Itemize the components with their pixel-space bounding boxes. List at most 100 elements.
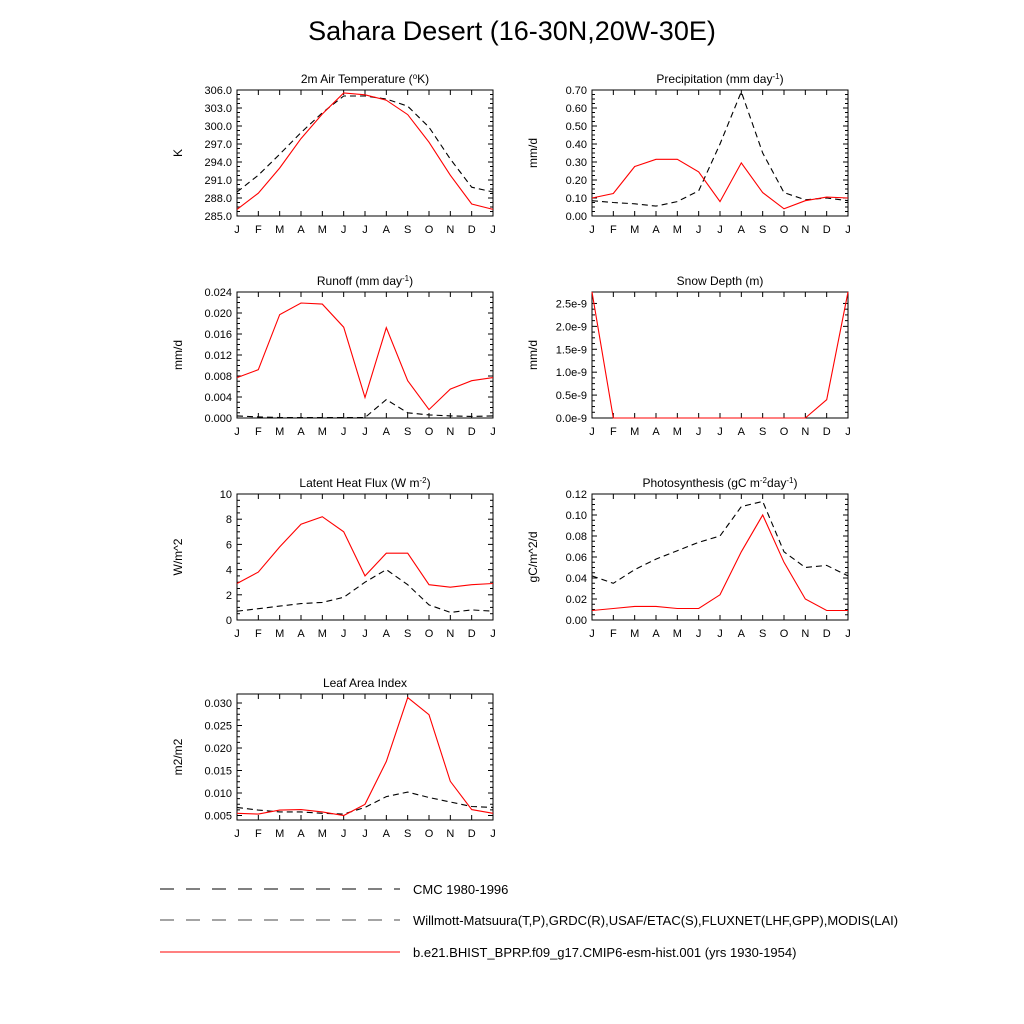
y-tick-label: 6 — [226, 539, 232, 551]
chart-panel: 2m Air Temperature (oK)J F M A M J J A S O N D J285.… — [171, 72, 496, 237]
y-tick-label: 0.30 — [566, 157, 587, 169]
model-series-line — [591, 291, 849, 419]
y-tick-label: 0.024 — [204, 287, 232, 299]
x-tick-label: M — [275, 628, 284, 640]
y-tick-label: 288.0 — [204, 193, 232, 205]
model-series-line — [236, 302, 494, 411]
panel-title: Photosynthesis (gC m-2day-1) — [643, 476, 798, 491]
x-tick-label: F — [610, 628, 617, 640]
y-tick-label: 0.00 — [566, 211, 587, 223]
legend-label: Willmott-Matsuura(T,P),GRDC(R),USAF/ETAC… — [413, 913, 898, 928]
x-tick-label: D — [468, 828, 476, 840]
panel-title: 2m Air Temperature (oK) — [301, 72, 429, 87]
y-tick-label: 0.10 — [566, 193, 587, 205]
x-tick-label: M — [630, 628, 639, 640]
y-tick-label: 0.012 — [204, 350, 232, 362]
y-tick-label: 0.010 — [204, 788, 232, 800]
x-tick-label: J — [845, 426, 851, 438]
y-axis-label: K — [171, 149, 185, 157]
x-tick-label: F — [255, 426, 262, 438]
x-tick-label: A — [738, 628, 746, 640]
x-tick-label: J — [490, 224, 496, 236]
y-tick-label: 0.02 — [566, 594, 587, 606]
x-tick-label: N — [446, 224, 454, 236]
x-tick-label: J — [234, 224, 240, 236]
x-tick-label: J — [589, 224, 595, 236]
y-tick-label: 306.0 — [204, 85, 232, 97]
x-tick-label: O — [425, 828, 434, 840]
x-tick-label: A — [652, 628, 660, 640]
x-tick-label: M — [318, 426, 327, 438]
x-tick-label: S — [759, 426, 766, 438]
y-tick-label: 0.00 — [566, 615, 587, 627]
y-axis-label: mm/d — [526, 340, 540, 370]
y-tick-label: 0.60 — [566, 103, 587, 115]
x-tick-label: A — [297, 828, 305, 840]
x-tick-label: S — [404, 828, 411, 840]
y-tick-label: 0.0e-9 — [556, 413, 587, 425]
x-tick-label: D — [468, 224, 476, 236]
x-tick-label: J — [696, 224, 702, 236]
x-tick-label: F — [610, 426, 617, 438]
x-tick-label: N — [801, 426, 809, 438]
x-tick-label: F — [255, 628, 262, 640]
x-tick-label: F — [255, 224, 262, 236]
y-tick-label: 2.0e-9 — [556, 321, 587, 333]
x-tick-label: J — [717, 224, 723, 236]
x-tick-label: N — [801, 224, 809, 236]
x-tick-label: A — [297, 426, 305, 438]
y-tick-label: 0.025 — [204, 721, 232, 733]
panel-title: Latent Heat Flux (W m-2) — [299, 476, 430, 491]
x-tick-label: J — [341, 224, 347, 236]
y-tick-label: 0.020 — [204, 743, 232, 755]
chart-panel: Photosynthesis (gC m-2day-1) J F M A M J J A S O N D… — [526, 476, 851, 641]
x-tick-label: M — [275, 426, 284, 438]
y-tick-label: 1.5e-9 — [556, 344, 587, 356]
x-tick-label: J — [717, 628, 723, 640]
x-tick-label: M — [318, 628, 327, 640]
x-tick-label: N — [446, 426, 454, 438]
y-tick-label: 303.0 — [204, 103, 232, 115]
y-tick-label: 297.0 — [204, 139, 232, 151]
x-tick-label: J — [490, 828, 496, 840]
x-tick-label: D — [468, 628, 476, 640]
chart-panel: Latent Heat Flux (W m-2)J F M A M J J A S O N D J024… — [171, 476, 496, 641]
x-tick-label: F — [255, 828, 262, 840]
y-tick-label: 0.030 — [204, 698, 232, 710]
y-tick-label: 0.10 — [566, 510, 587, 522]
x-tick-label: O — [425, 224, 434, 236]
y-tick-label: 0.004 — [204, 392, 232, 404]
x-tick-label: D — [823, 426, 831, 438]
chart-panel: Runoff (mm day-1)J F M A M J J A S O N D J0.0000.004… — [171, 274, 496, 439]
x-tick-label: J — [589, 426, 595, 438]
x-tick-label: J — [362, 828, 368, 840]
y-tick-label: 10 — [220, 489, 232, 501]
x-tick-label: F — [610, 224, 617, 236]
x-tick-label: J — [341, 426, 347, 438]
page-title: Sahara Desert (16-30N,20W-30E) — [308, 16, 716, 46]
x-tick-label: J — [234, 628, 240, 640]
x-tick-label: O — [780, 628, 789, 640]
y-tick-label: 0.020 — [204, 308, 232, 320]
y-tick-label: 4 — [226, 565, 232, 577]
x-tick-label: J — [696, 628, 702, 640]
x-tick-label: A — [383, 628, 391, 640]
x-tick-label: N — [446, 628, 454, 640]
x-tick-label: M — [275, 224, 284, 236]
plot-frame — [236, 693, 494, 821]
x-tick-label: J — [696, 426, 702, 438]
model-series-line — [236, 696, 494, 817]
obs-series-line — [236, 398, 494, 419]
plot-frame — [591, 291, 849, 419]
x-tick-label: A — [652, 224, 660, 236]
x-tick-label: S — [759, 224, 766, 236]
x-tick-label: J — [845, 224, 851, 236]
x-tick-label: N — [446, 828, 454, 840]
x-tick-label: M — [275, 828, 284, 840]
y-tick-label: 0.06 — [566, 552, 587, 564]
plot-frame — [236, 89, 494, 217]
x-tick-label: N — [801, 628, 809, 640]
x-tick-label: M — [318, 224, 327, 236]
